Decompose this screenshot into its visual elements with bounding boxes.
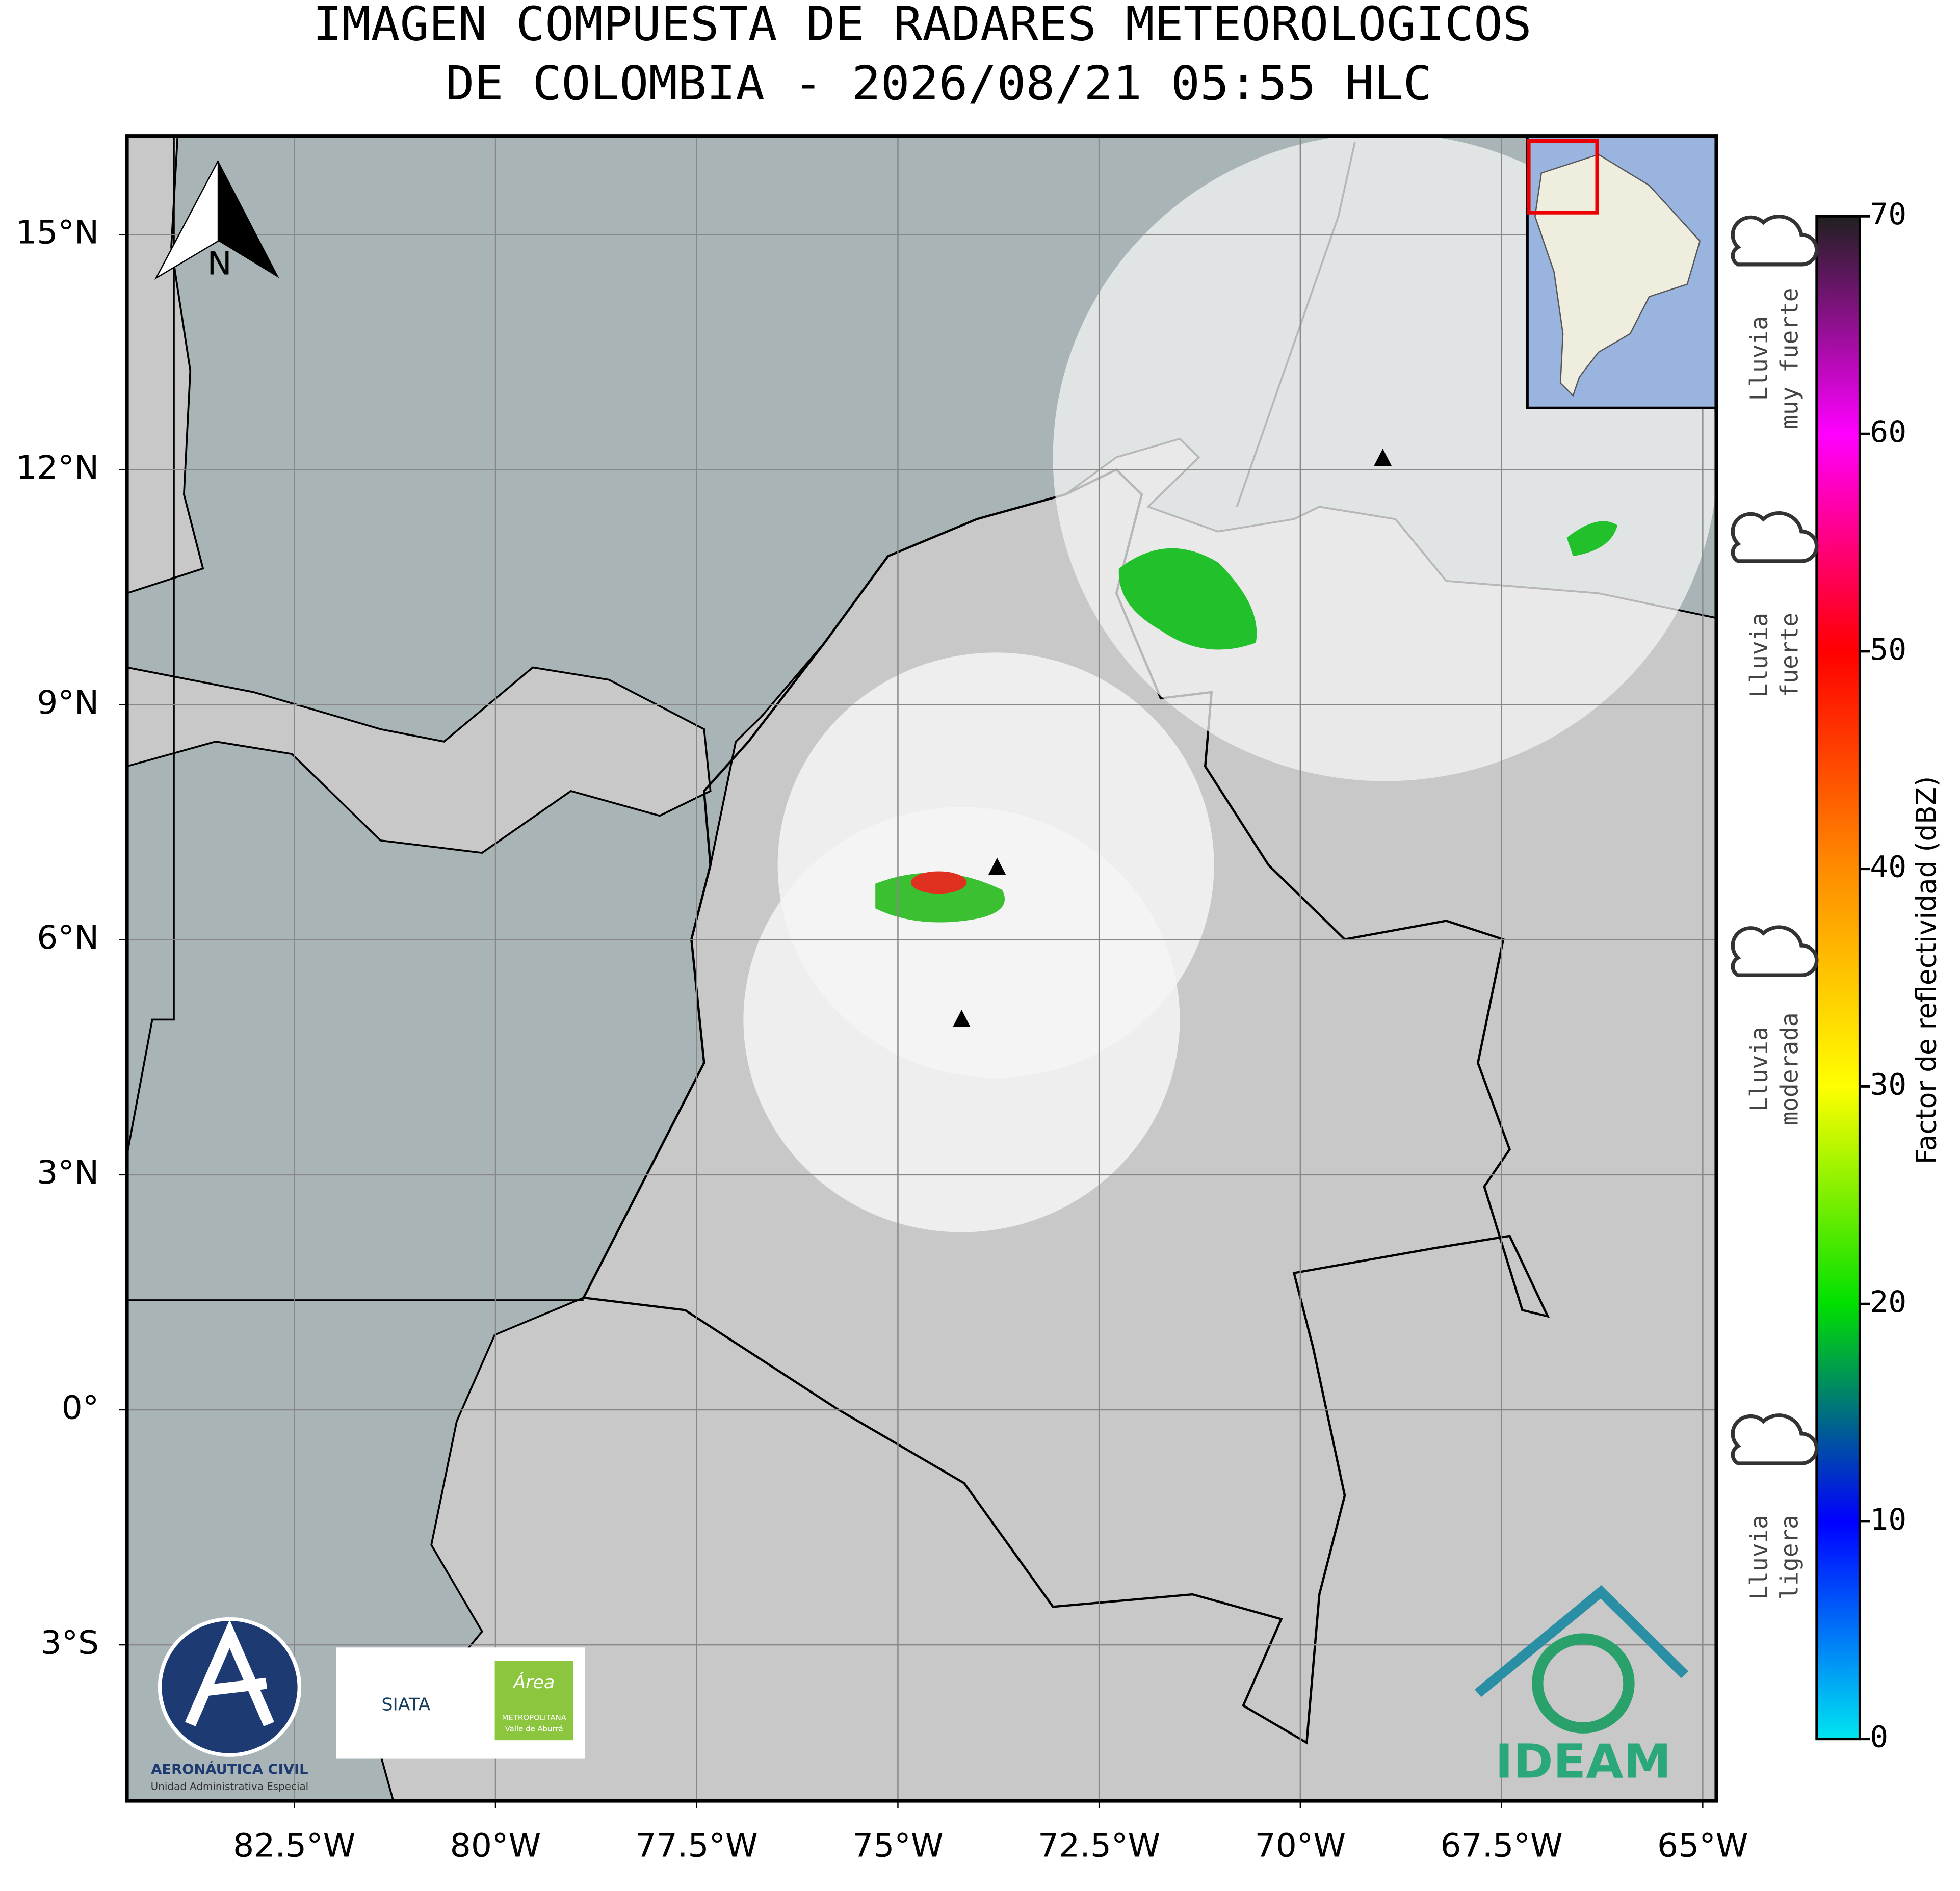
echo (875, 873, 1005, 923)
echo (910, 871, 967, 894)
colorbar-tick-label: 20 (1870, 1284, 1906, 1319)
logo (1474, 1585, 1689, 1697)
title-line: IMAGEN COMPUESTA DE RADARES METEOROLOGIC… (313, 0, 1532, 51)
y-tick-label: 3°N (37, 1154, 99, 1192)
grid (126, 136, 1717, 1801)
echo (1566, 521, 1618, 557)
colorbar (1815, 215, 1861, 1741)
radar-site (952, 1010, 971, 1028)
x-tick-label: 65°W (1657, 1827, 1748, 1864)
x-tick-label: 80°W (450, 1827, 541, 1864)
rain-label: Lluvia (1745, 613, 1773, 697)
x-tick-label: 82.5°W (233, 1827, 355, 1864)
land (126, 666, 712, 854)
colorbar-tick-label: 50 (1870, 632, 1906, 667)
radar-site (988, 857, 1006, 875)
title-line: DE COLOMBIA - 2026/08/21 05:55 HLC (446, 56, 1432, 111)
y-tick-label: 9°N (37, 685, 99, 722)
logo (1532, 1633, 1635, 1734)
inset-extent (1527, 139, 1599, 215)
y-tick-label: 12°N (16, 450, 99, 487)
colorbar-tick-label: 60 (1870, 414, 1906, 449)
colorbar-tick-label: 40 (1870, 849, 1906, 884)
border (126, 136, 175, 1156)
weather-icon (1731, 925, 1819, 977)
y-tick-label: 15°N (16, 214, 99, 251)
x-tick-label: 75°W (852, 1827, 944, 1864)
map-frame (125, 134, 1718, 1803)
logo-text: IDEAM (1495, 1735, 1671, 1790)
logo-box (494, 1661, 573, 1741)
colorbar-tick-label: 70 (1870, 197, 1906, 231)
x-tick-label: 67.5°W (1440, 1827, 1562, 1864)
x-tick-label: 77.5°W (636, 1827, 758, 1864)
rain-label: Lluvia (1745, 1515, 1773, 1599)
weather-icon (1731, 511, 1819, 563)
land (126, 136, 204, 594)
radar-site (1374, 449, 1392, 466)
colorbar-label: Factor de reflectividad (dBZ) (1910, 776, 1943, 1164)
logo-text: METROPOLITANA (502, 1714, 566, 1722)
x-tick-label: 70°W (1255, 1827, 1346, 1864)
rain-label: ligera (1776, 1515, 1804, 1599)
weather-icon (1731, 215, 1819, 267)
rain-label: Lluvia (1745, 316, 1773, 401)
rain-label: muy fuerte (1776, 288, 1804, 429)
y-tick-label: 0° (62, 1389, 99, 1427)
map: N AERONÁUTICA CIVIL Unidad Administrativ… (126, 136, 1717, 1801)
y-tick-label: 3°S (41, 1624, 99, 1662)
logo (185, 1619, 274, 1726)
inset-land (1534, 153, 1701, 397)
weather-icon (1731, 1413, 1819, 1465)
colorbar-tick-label: 0 (1870, 1719, 1888, 1754)
logo-text: Valle de Aburrá (505, 1724, 563, 1733)
logo-text: SIATA (381, 1695, 430, 1715)
y-tick-label: 6°N (37, 920, 99, 957)
logo-text: AERONÁUTICA CIVIL (151, 1761, 308, 1777)
north-label: N (207, 245, 231, 282)
x-tick-label: 72.5°W (1038, 1827, 1160, 1864)
logo-text: Unidad Administrativa Especial (151, 1781, 309, 1793)
echo (1118, 548, 1257, 650)
rain-label: moderada (1776, 1013, 1804, 1126)
rain-label: Lluvia (1745, 1027, 1773, 1111)
colorbar-tick-label: 10 (1870, 1502, 1906, 1537)
rain-label: fuerte (1776, 613, 1804, 697)
logo-text: Área (512, 1672, 555, 1692)
colorbar-tick-label: 30 (1870, 1067, 1906, 1101)
